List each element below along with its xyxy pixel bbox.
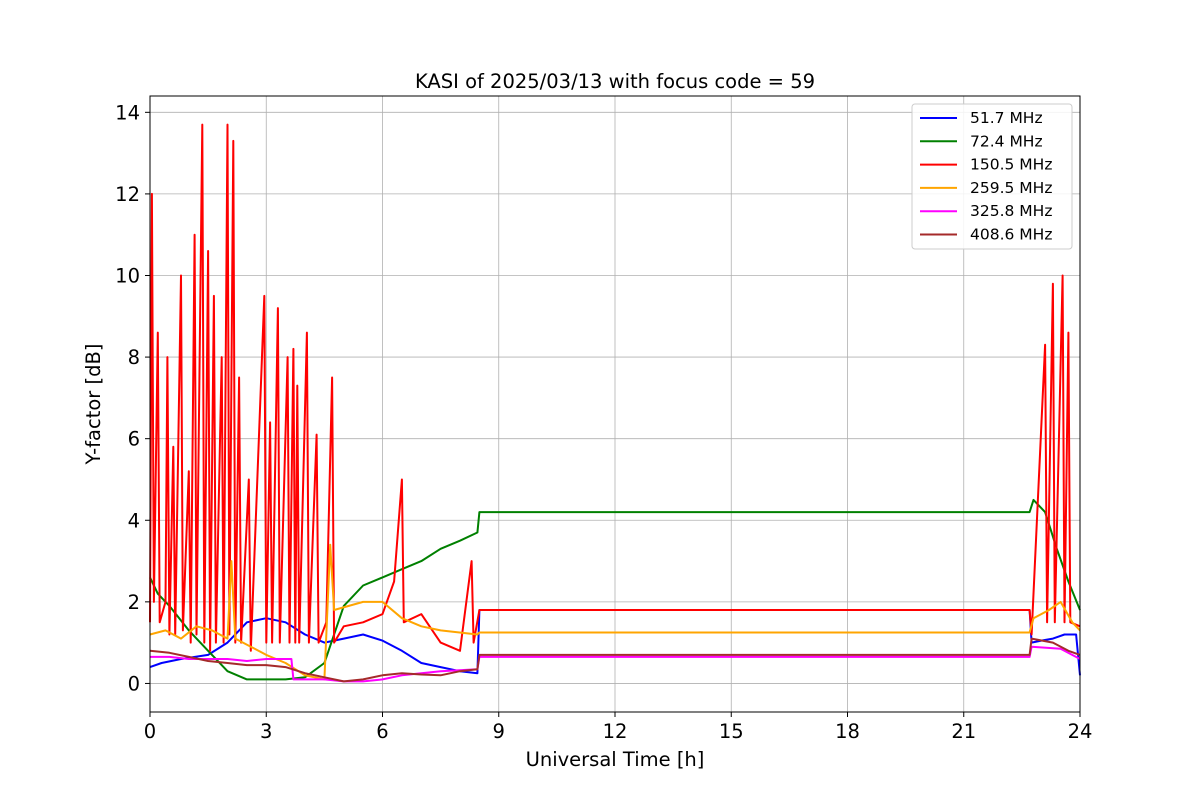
x-axis-ticks: 0 3 6 9 12 15 18 21 24 [144,712,1093,743]
x-tick-label: 0 [144,720,156,743]
series-line-3 [149,543,1081,681]
legend-label: 72.4 MHz [970,132,1043,150]
chart-title: KASI of 2025/03/13 with focus code = 59 [415,70,815,93]
x-tick-label: 15 [719,720,744,743]
y-tick-label: 12 [115,183,140,206]
x-tick-label: 21 [951,720,976,743]
y-tick-label: 6 [128,428,140,451]
legend: 51.7 MHz 72.4 MHz 150.5 MHz 259.5 MHz 32… [911,103,1073,250]
x-tick-label: 6 [376,720,388,743]
y-tick-label: 8 [128,346,140,369]
y-axis-label: Y-factor [dB] [82,344,105,466]
x-tick-label: 12 [603,720,628,743]
series-line-1 [149,498,1081,681]
y-axis-ticks: 0 2 4 6 8 10 12 14 [115,101,150,695]
legend-label: 259.5 MHz [970,179,1052,197]
series-line-2 [149,123,1081,652]
legend-box [911,103,1073,250]
y-tick-label: 4 [128,509,140,532]
x-tick-label: 24 [1068,720,1093,743]
x-axis-label: Universal Time [h] [526,748,705,771]
series-line-5 [149,637,1081,683]
y-tick-label: 0 [128,672,140,695]
y-tick-label: 10 [115,264,140,287]
plot-series [149,123,1081,683]
x-tick-label: 3 [260,720,272,743]
legend-label: 325.8 MHz [970,202,1052,220]
x-tick-label: 9 [493,720,505,743]
y-tick-label: 14 [115,101,140,124]
legend-label: 51.7 MHz [970,109,1043,127]
legend-label: 408.6 MHz [970,226,1052,244]
x-tick-label: 18 [835,720,860,743]
legend-label: 150.5 MHz [970,156,1052,174]
y-tick-label: 2 [128,591,140,614]
